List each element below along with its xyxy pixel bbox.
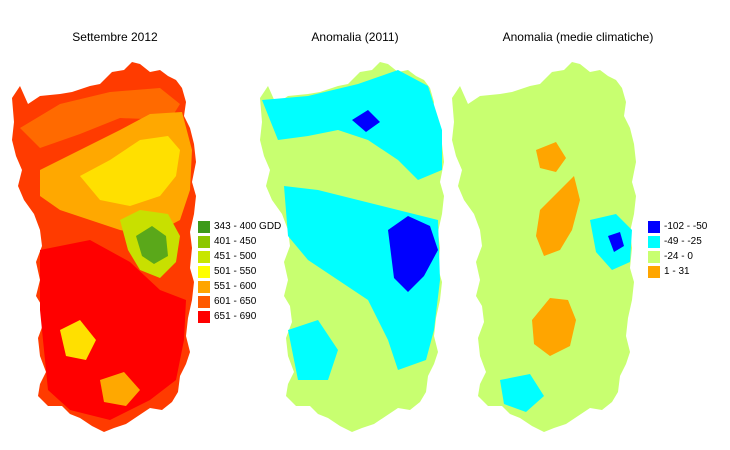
map-patch — [536, 176, 580, 256]
legend-item: 601 - 650 — [198, 294, 281, 309]
legend-label: -49 - -25 — [664, 236, 702, 247]
map-patch — [536, 142, 566, 172]
map-patch — [40, 240, 186, 420]
legend-item: 501 - 550 — [198, 264, 281, 279]
legend-label: 501 - 550 — [214, 266, 257, 277]
legend-gdd: 343 - 400 GDD 401 - 450 451 - 500 501 - … — [198, 219, 281, 324]
map-patch — [20, 88, 180, 148]
legend-swatch — [198, 295, 210, 308]
map-title-anomaly-2011: Anomalia (2011) — [311, 30, 399, 44]
legend-item: -49 - -25 — [648, 234, 707, 249]
map-patch — [60, 320, 96, 360]
legend-label: 551 - 600 — [214, 281, 257, 292]
legend-label: 343 - 400 GDD — [214, 221, 282, 232]
map-patch — [136, 226, 168, 264]
legend-swatch — [198, 220, 210, 233]
legend-item: -102 - -50 — [648, 219, 707, 234]
legend-swatch — [198, 265, 210, 278]
map-patch — [608, 232, 624, 252]
legend-item: -24 - 0 — [648, 249, 707, 264]
map-patch — [500, 374, 544, 412]
legend-label: 1 - 31 — [664, 266, 690, 277]
legend-item: 401 - 450 — [198, 234, 281, 249]
legend-label: 451 - 500 — [214, 251, 257, 262]
legend-item: 1 - 31 — [648, 264, 707, 279]
map-patch — [80, 136, 180, 206]
legend-label: -24 - 0 — [664, 251, 693, 262]
map-patch — [262, 70, 442, 180]
legend-label: 651 - 690 — [214, 311, 257, 322]
map-title-anomaly-climate-averages: Anomalia (medie climatiche) — [502, 30, 654, 44]
legend-item: 451 - 500 — [198, 249, 281, 264]
legend-item: 343 - 400 GDD — [198, 219, 281, 234]
legend-swatch — [198, 310, 210, 323]
legend-label: 601 - 650 — [214, 296, 257, 307]
legend-anomaly: -102 - -50 -49 - -25 -24 - 0 1 - 31 — [648, 219, 707, 279]
legend-label: 401 - 450 — [214, 236, 257, 247]
map-patch — [100, 372, 140, 406]
legend-swatch — [648, 265, 660, 278]
legend-swatch — [648, 250, 660, 263]
map-anomalia-medie-climatiche — [452, 62, 636, 432]
map-patch — [352, 110, 380, 132]
legend-item: 551 - 600 — [198, 279, 281, 294]
map-anomalia-2011 — [260, 62, 444, 432]
map-settembre-2012 — [12, 62, 196, 432]
map-patch — [288, 320, 338, 380]
legend-item: 651 - 690 — [198, 309, 281, 324]
map-patch — [532, 298, 576, 356]
legend-swatch — [198, 250, 210, 263]
map-title-september-2012: Settembre 2012 — [72, 30, 158, 44]
legend-swatch — [198, 280, 210, 293]
map-patch — [388, 216, 438, 292]
legend-swatch — [198, 235, 210, 248]
legend-swatch — [648, 220, 660, 233]
legend-swatch — [648, 235, 660, 248]
legend-label: -102 - -50 — [664, 221, 708, 232]
